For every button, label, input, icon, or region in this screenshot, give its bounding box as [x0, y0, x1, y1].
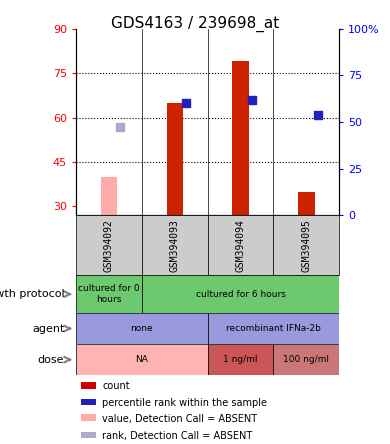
Text: recombinant IFNa-2b: recombinant IFNa-2b: [226, 324, 321, 333]
Text: GSM394095: GSM394095: [301, 219, 311, 272]
Bar: [273, 215, 339, 275]
Point: [249, 96, 255, 103]
Point: [183, 99, 190, 107]
Text: value, Detection Call = ABSENT: value, Detection Call = ABSENT: [102, 413, 257, 424]
Text: cultured for 0
hours: cultured for 0 hours: [78, 285, 140, 304]
Bar: [81, 432, 96, 439]
Bar: [76, 275, 142, 313]
Bar: [101, 177, 117, 215]
Bar: [167, 103, 183, 215]
Bar: [142, 275, 339, 313]
Text: growth protocol: growth protocol: [0, 289, 64, 299]
Text: GSM394092: GSM394092: [104, 219, 114, 272]
Text: count: count: [102, 381, 130, 391]
Bar: [81, 382, 96, 389]
Bar: [81, 399, 96, 405]
Bar: [76, 313, 207, 344]
Bar: [232, 61, 249, 215]
Text: GDS4163 / 239698_at: GDS4163 / 239698_at: [111, 16, 279, 32]
Bar: [76, 215, 142, 275]
Bar: [207, 344, 273, 375]
Bar: [207, 313, 339, 344]
Point: [315, 111, 321, 118]
Text: 100 ng/ml: 100 ng/ml: [284, 355, 330, 364]
Text: none: none: [131, 324, 153, 333]
Text: GSM394093: GSM394093: [170, 219, 180, 272]
Bar: [76, 344, 207, 375]
Bar: [208, 215, 273, 275]
Text: rank, Detection Call = ABSENT: rank, Detection Call = ABSENT: [102, 431, 253, 441]
Text: percentile rank within the sample: percentile rank within the sample: [102, 398, 268, 408]
Bar: [298, 192, 315, 215]
Bar: [81, 414, 96, 421]
Text: GSM394094: GSM394094: [236, 219, 246, 272]
Text: NA: NA: [135, 355, 148, 364]
Bar: [142, 215, 207, 275]
Text: 1 ng/ml: 1 ng/ml: [223, 355, 258, 364]
Text: cultured for 6 hours: cultured for 6 hours: [196, 289, 285, 299]
Text: agent: agent: [32, 324, 64, 333]
Bar: [273, 344, 339, 375]
Text: dose: dose: [38, 355, 64, 365]
Point: [117, 123, 124, 130]
